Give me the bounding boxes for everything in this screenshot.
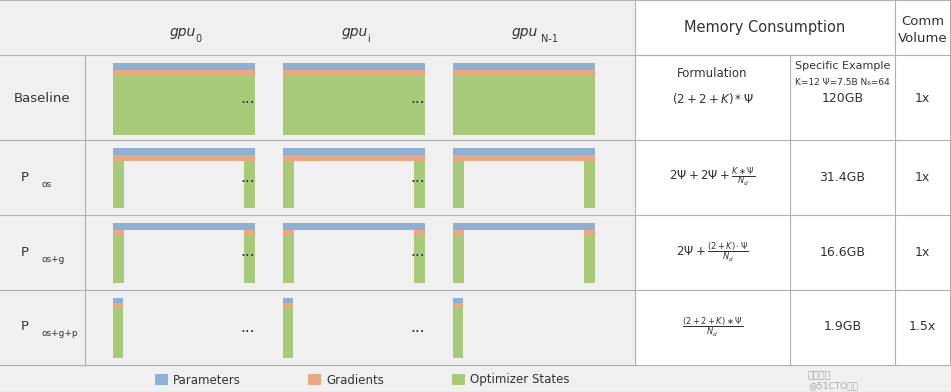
Text: gpu: gpu <box>170 25 196 39</box>
Bar <box>283 307 293 358</box>
Text: os+g+p: os+g+p <box>42 330 79 339</box>
Bar <box>453 161 464 208</box>
Text: ...: ... <box>241 319 255 334</box>
Bar <box>453 155 595 161</box>
Text: Optimizer States: Optimizer States <box>470 374 570 387</box>
Bar <box>635 0 950 365</box>
Bar <box>113 223 255 230</box>
Bar <box>283 235 294 283</box>
Text: Baseline: Baseline <box>13 91 70 105</box>
Text: 1x: 1x <box>915 245 930 258</box>
Bar <box>244 230 255 235</box>
Text: $(2 + 2 + K) * \Psi$: $(2 + 2 + K) * \Psi$ <box>671 91 753 105</box>
Bar <box>283 230 294 235</box>
Bar <box>414 230 425 235</box>
Bar <box>113 70 255 76</box>
Bar <box>283 303 293 307</box>
Bar <box>244 161 255 208</box>
Bar <box>414 161 425 208</box>
Bar <box>414 235 425 283</box>
Text: Parameters: Parameters <box>173 374 241 387</box>
Bar <box>453 76 595 135</box>
Bar <box>283 155 425 161</box>
Bar <box>113 230 124 235</box>
Bar <box>453 307 463 358</box>
Bar <box>113 307 123 358</box>
Bar <box>283 76 425 135</box>
Text: P: P <box>21 245 29 258</box>
Bar <box>453 235 464 283</box>
Text: ...: ... <box>241 91 255 105</box>
Bar <box>113 155 255 161</box>
Text: K=12 Ψ=7.5B N₆=64: K=12 Ψ=7.5B N₆=64 <box>795 78 890 87</box>
Bar <box>283 161 294 208</box>
Text: Comm
Volume: Comm Volume <box>898 15 947 45</box>
Bar <box>113 76 255 135</box>
Text: ...: ... <box>411 319 425 334</box>
Text: ...: ... <box>241 169 255 185</box>
Text: ...: ... <box>411 91 425 105</box>
Bar <box>584 230 595 235</box>
Text: ...: ... <box>411 245 425 260</box>
Bar <box>283 298 293 303</box>
Text: $2\Psi + 2\Psi + \frac{K \ast \Psi}{N_d}$: $2\Psi + 2\Psi + \frac{K \ast \Psi}{N_d}… <box>670 165 756 189</box>
Bar <box>283 70 425 76</box>
Bar <box>453 70 595 76</box>
Bar <box>113 148 255 155</box>
Text: Gradients: Gradients <box>326 374 384 387</box>
Bar <box>453 63 595 70</box>
Text: os: os <box>42 180 52 189</box>
Bar <box>155 374 168 385</box>
Text: 1x: 1x <box>915 91 930 105</box>
Bar <box>453 298 463 303</box>
Text: P: P <box>21 171 29 183</box>
Text: gpu: gpu <box>512 25 538 39</box>
Bar <box>453 230 464 235</box>
Text: 0: 0 <box>195 34 201 44</box>
Text: ...: ... <box>411 169 425 185</box>
Text: Specific Example: Specific Example <box>795 61 890 71</box>
Text: Memory Consumption: Memory Consumption <box>685 20 845 34</box>
Bar <box>584 161 595 208</box>
Bar <box>452 374 465 385</box>
Bar <box>283 223 425 230</box>
Text: 31.4GB: 31.4GB <box>820 171 865 183</box>
Bar <box>453 148 595 155</box>
Bar <box>113 161 124 208</box>
Bar <box>283 63 425 70</box>
Text: ...: ... <box>241 245 255 260</box>
Bar <box>584 235 595 283</box>
Text: 1x: 1x <box>915 171 930 183</box>
Bar <box>113 235 124 283</box>
Bar <box>308 374 321 385</box>
Text: 象土课堂: 象土课堂 <box>808 369 831 379</box>
Text: N-1: N-1 <box>541 34 558 44</box>
Text: @51CTO博客: @51CTO博客 <box>808 381 858 390</box>
Bar <box>453 223 595 230</box>
Text: P: P <box>21 321 29 334</box>
Text: $2\Psi + \frac{(2+K) \cdot \Psi}{N_d}$: $2\Psi + \frac{(2+K) \cdot \Psi}{N_d}$ <box>676 240 748 263</box>
Bar <box>113 298 123 303</box>
Text: i: i <box>367 34 370 44</box>
Text: $\frac{(2 + 2 + K) \ast \Psi}{N_d}$: $\frac{(2 + 2 + K) \ast \Psi}{N_d}$ <box>682 316 743 339</box>
Text: os+g: os+g <box>42 254 66 263</box>
Text: Formulation: Formulation <box>677 67 747 80</box>
Bar <box>283 148 425 155</box>
Bar <box>113 63 255 70</box>
Bar <box>113 303 123 307</box>
Bar <box>453 303 463 307</box>
Text: 1.9GB: 1.9GB <box>824 321 862 334</box>
Text: gpu: gpu <box>341 25 368 39</box>
Bar <box>244 235 255 283</box>
Text: 16.6GB: 16.6GB <box>820 245 865 258</box>
Text: 1.5x: 1.5x <box>909 321 936 334</box>
Text: 120GB: 120GB <box>822 91 864 105</box>
